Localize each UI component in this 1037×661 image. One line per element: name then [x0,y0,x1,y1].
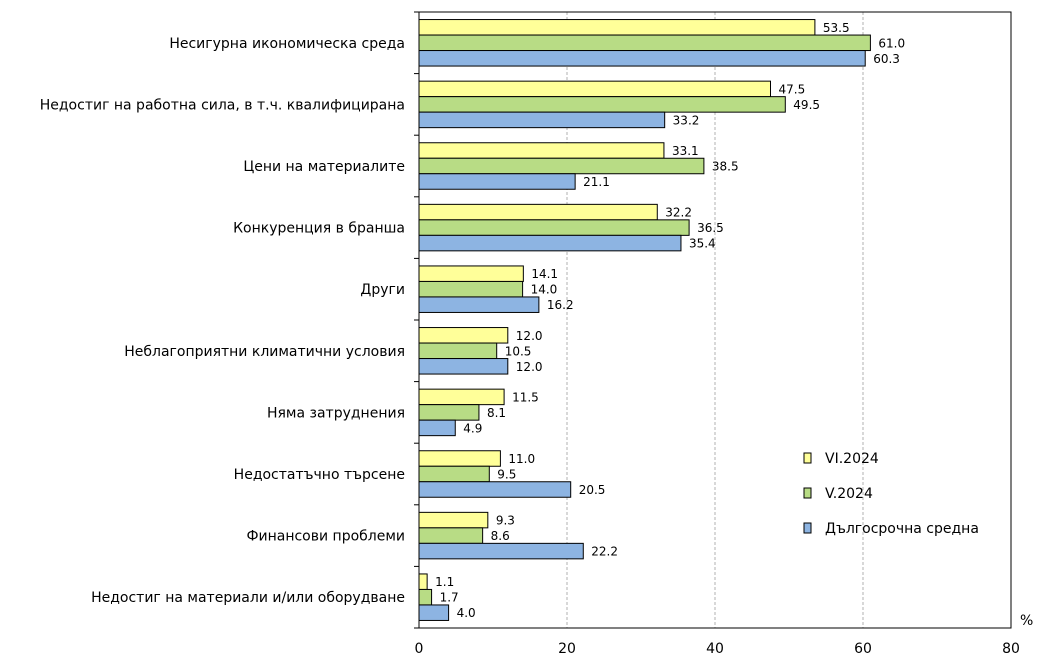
bar [418,342,498,360]
category-label: Недостиг на работна сила, в т.ч. квалифи… [40,97,405,113]
data-label: 33.2 [673,113,700,127]
data-label: 22.2 [591,545,618,559]
data-label: 8.1 [487,406,506,420]
bar [418,96,786,113]
legend-label: V.2024 [825,486,873,502]
data-label: 53.5 [823,21,850,35]
data-label: 12.0 [516,329,543,343]
data-label: 60.3 [873,52,900,66]
axes [414,11,1012,629]
legend: VI.2024 V.2024 Дългосрочна средна [803,451,979,537]
category-labels: Несигурна икономическа среда Недостиг на … [40,36,405,606]
bar [418,19,816,36]
data-label: 8.6 [491,529,510,543]
category-label: Няма затруднения [267,405,405,421]
data-label: 20.5 [579,483,606,497]
data-label: 14.0 [531,283,558,297]
data-label: 9.3 [496,514,515,528]
bar [418,404,480,421]
category-label: Недостатъчно търсене [234,467,405,483]
bar [418,234,682,252]
data-label: 11.5 [512,390,539,404]
category-label: Неблагоприятни климатични условия [124,344,405,360]
bar [418,573,428,590]
legend-label: Дългосрочна средна [825,521,979,537]
bar [418,280,524,298]
data-label: 61.0 [878,36,905,50]
category-label: Други [360,282,405,298]
bar [418,419,456,437]
legend-swatch [803,452,812,464]
category-label: Недостиг на материали и/или оборудване [91,590,405,606]
data-label: 38.5 [712,160,739,174]
bar [418,450,501,467]
category-label: Конкуренция в бранша [233,221,405,237]
unit-label: % [1020,613,1033,629]
data-label: 36.5 [697,221,724,235]
data-label: 4.0 [457,606,476,620]
bar [418,327,509,344]
category-label: Финансови проблеми [246,529,405,545]
x-tick-label: 40 [706,641,724,657]
bar [418,173,576,190]
bar [418,358,509,375]
x-tick-label: 20 [558,641,576,657]
x-tick-label: 80 [1002,641,1020,657]
data-label: 12.0 [516,360,543,374]
data-label: 1.1 [435,575,454,589]
data-label: 49.5 [793,98,820,112]
bar [418,588,433,606]
legend-label: VI.2024 [825,451,879,467]
bar [418,388,505,406]
data-label: 16.2 [547,298,574,312]
bar [418,465,490,483]
category-label: Несигурна икономическа среда [169,36,405,52]
data-label: 32.2 [665,206,692,220]
tick-labels: 0 20 40 60 80 [415,641,1020,657]
x-tick-label: 60 [854,641,872,657]
bar [418,111,666,129]
bar [418,296,540,313]
bar [418,142,665,159]
data-label: 11.0 [508,452,535,466]
x-tick-label: 0 [415,641,424,657]
legend-swatch [803,522,812,534]
bar [418,265,524,282]
data-label: 47.5 [779,82,806,96]
data-label: 4.9 [463,421,482,435]
bar [418,34,871,52]
data-label: 1.7 [440,591,459,605]
data-label: 21.1 [583,175,610,189]
bar [418,542,584,560]
data-label: 33.1 [672,144,699,158]
legend-swatch [803,487,812,499]
data-label: 10.5 [505,344,532,358]
bar [418,481,572,498]
data-label: 35.4 [689,237,716,251]
bar [418,604,450,621]
bar [418,80,771,98]
bar [418,157,705,175]
bar [418,527,484,544]
bar [418,203,658,221]
bar [418,511,489,529]
category-label: Цени на материалите [243,159,405,175]
data-label: 9.5 [497,468,516,482]
bar [418,50,866,67]
bar [418,219,690,236]
data-label: 14.1 [531,267,558,281]
